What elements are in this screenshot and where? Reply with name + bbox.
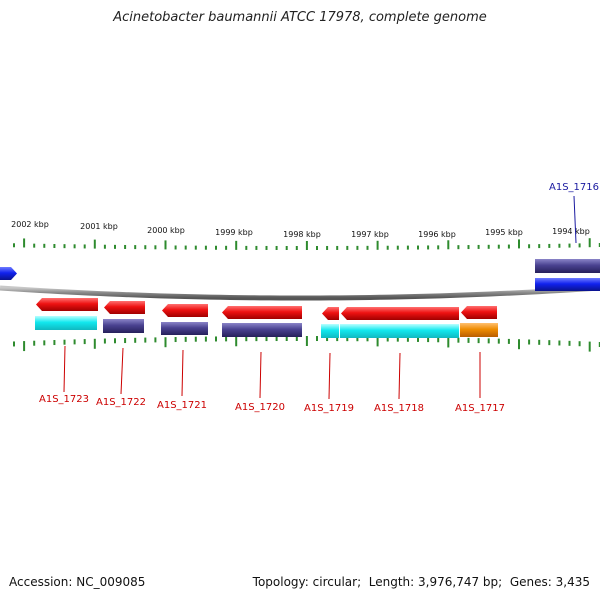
length-label: Length: bbox=[368, 575, 415, 589]
scale-ticks-bottom bbox=[13, 336, 600, 352]
gene-label-a1s-1718: A1S_1718 bbox=[374, 403, 424, 414]
callout-line bbox=[63, 345, 66, 393]
scale-label: 2000 kbp bbox=[147, 226, 185, 235]
backbone-ring bbox=[0, 285, 600, 301]
gene-arrow-partial-left bbox=[0, 267, 17, 280]
cog-block-a1s-1719 bbox=[321, 324, 339, 338]
cog-block-a1s-1722 bbox=[103, 319, 144, 333]
gene-callouts: A1S_1723 A1S_1722 A1S_1721 A1S_1720 A1S_1719… bbox=[39, 182, 599, 414]
genes-value: 3,435 bbox=[555, 575, 590, 589]
gene-label-a1s-1720: A1S_1720 bbox=[235, 402, 285, 413]
cog-block-a1s-1720 bbox=[222, 323, 302, 337]
scale-label: 1998 kbp bbox=[283, 230, 321, 239]
accession-value: NC_009085 bbox=[76, 575, 146, 589]
scale-label: 2002 kbp bbox=[11, 220, 49, 229]
gene-arrow-a1s-1720 bbox=[222, 306, 302, 319]
topology-value: circular bbox=[312, 575, 358, 589]
gene-arrow-a1s-1717 bbox=[461, 306, 497, 319]
scale-labels: 2002 kbp 2001 kbp 2000 kbp 1999 kbp 1998 kbp… bbox=[11, 220, 590, 239]
callout-line bbox=[181, 349, 184, 397]
scale-label: 2001 kbp bbox=[80, 222, 118, 231]
scale-label: 1997 kbp bbox=[351, 230, 389, 239]
gene-arrow-a1s-1716 bbox=[535, 278, 600, 291]
callout-line bbox=[398, 352, 401, 400]
scale-label: 1995 kbp bbox=[485, 228, 523, 237]
gene-label-a1s-1716: A1S_1716 bbox=[549, 182, 599, 193]
cog-block-a1s-1723 bbox=[35, 316, 97, 330]
scale-label: 1996 kbp bbox=[418, 230, 456, 239]
map-title: Acinetobacter baumannii ATCC 17978, comp… bbox=[113, 10, 487, 25]
length-value: 3,976,747 bp bbox=[418, 575, 499, 589]
scale-ticks-top bbox=[13, 238, 600, 250]
callout-line bbox=[120, 347, 124, 395]
scale-label: 1994 kbp bbox=[552, 227, 590, 236]
cog-block-a1s-1717 bbox=[460, 323, 498, 337]
feature-layer bbox=[0, 259, 600, 338]
callout-line bbox=[328, 352, 331, 400]
gene-label-a1s-1719: A1S_1719 bbox=[304, 403, 354, 414]
gene-arrow-a1s-1723 bbox=[36, 298, 98, 311]
accession-info: Accession: NC_009085 bbox=[9, 575, 145, 589]
gene-arrow-a1s-1718 bbox=[341, 307, 459, 320]
gene-label-a1s-1721: A1S_1721 bbox=[157, 400, 207, 411]
cog-block-a1s-1721 bbox=[161, 322, 208, 335]
gene-arrow-a1s-1722 bbox=[104, 301, 145, 314]
gene-arrow-a1s-1719 bbox=[322, 307, 339, 320]
gene-label-a1s-1723: A1S_1723 bbox=[39, 394, 89, 405]
gene-label-a1s-1722: A1S_1722 bbox=[96, 397, 146, 408]
accession-label: Accession: bbox=[9, 575, 73, 589]
cog-block-a1s-1718 bbox=[340, 324, 459, 338]
genes-label: Genes: bbox=[509, 575, 552, 589]
callout-line bbox=[573, 195, 577, 244]
gene-label-a1s-1717: A1S_1717 bbox=[455, 403, 505, 414]
genome-backbone bbox=[0, 285, 600, 301]
topology-label: Topology: bbox=[252, 575, 309, 589]
scale-label: 1999 kbp bbox=[215, 228, 253, 237]
callout-line bbox=[259, 351, 262, 399]
cog-block-a1s-1716 bbox=[535, 259, 600, 273]
genome-stats: Topology: circular; Length: 3,976,747 bp… bbox=[252, 575, 590, 589]
gene-arrow-a1s-1721 bbox=[162, 304, 208, 317]
